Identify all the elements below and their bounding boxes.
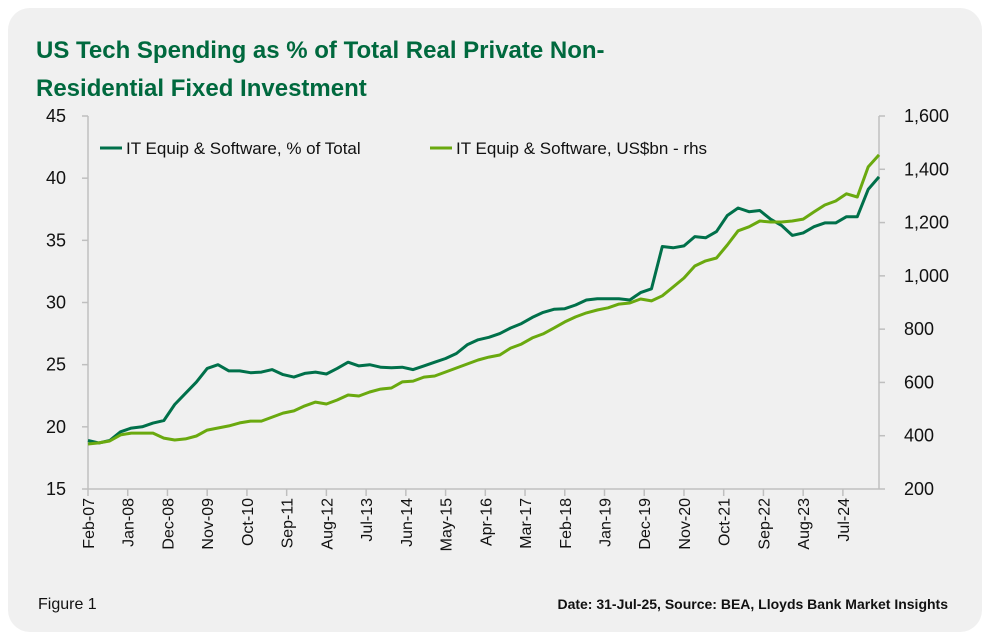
x-tick-label: Apr-16 <box>478 498 495 546</box>
left-y-tick-label: 30 <box>46 293 66 313</box>
x-tick-label: Dec-08 <box>160 498 177 550</box>
x-tick-label: Feb-07 <box>81 498 98 549</box>
x-tick-label: Sep-22 <box>756 498 773 550</box>
x-tick-label: Jul-24 <box>836 498 853 542</box>
right-y-tick-label: 200 <box>904 479 934 499</box>
series-line-pct-of-total <box>87 175 881 445</box>
x-tick-label: Jun-14 <box>399 498 416 547</box>
right-y-tick-label: 800 <box>904 319 934 339</box>
chart-title-line-1: US Tech Spending as % of Total Real Priv… <box>36 37 605 64</box>
legend: IT Equip & Software, % of Total IT Equip… <box>100 139 707 158</box>
x-tick-label: Oct-21 <box>717 498 734 546</box>
right-y-tick-label: 1,200 <box>904 213 949 233</box>
x-tick-label: Nov-20 <box>677 498 694 550</box>
figure-label: Figure 1 <box>38 596 97 613</box>
left-y-tick-label: 35 <box>46 230 66 250</box>
x-tick-label: Jan-08 <box>121 498 138 547</box>
legend-label-usd: IT Equip & Software, US$bn - rhs <box>456 139 707 158</box>
left-y-tick-label: 25 <box>46 355 66 375</box>
x-tick-label: May-15 <box>439 498 456 551</box>
right-y-tick-label: 600 <box>904 372 934 392</box>
x-tick-label: Oct-10 <box>240 498 257 546</box>
left-y-tick-label: 15 <box>46 479 66 499</box>
x-tick-label: Dec-19 <box>637 498 654 550</box>
right-y-tick-label: 400 <box>904 426 934 446</box>
source-note: Date: 31-Jul-25, Source: BEA, Lloyds Ban… <box>557 596 948 612</box>
x-tick-label: Nov-09 <box>200 498 217 550</box>
x-tick-label: Sep-11 <box>280 498 297 549</box>
chart-title-line-2: Residential Fixed Investment <box>36 75 367 102</box>
left-y-tick-label: 20 <box>46 417 66 437</box>
x-tick-label: Jan-19 <box>597 498 614 547</box>
left-y-tick-label: 45 <box>46 106 66 126</box>
x-tick-label: Feb-18 <box>558 498 575 549</box>
right-y-tick-label: 1,600 <box>904 106 949 126</box>
right-y-tick-label: 1,000 <box>904 266 949 286</box>
series-line-usd-bn <box>87 153 881 446</box>
x-tick-label: Aug-12 <box>319 498 336 550</box>
legend-label-pct: IT Equip & Software, % of Total <box>126 139 361 158</box>
left-y-tick-label: 40 <box>46 168 66 188</box>
x-tick-label: Jul-13 <box>359 498 376 542</box>
right-y-tick-label: 1,400 <box>904 159 949 179</box>
x-tick-label: Mar-17 <box>518 498 535 549</box>
x-tick-label: Aug-23 <box>796 498 813 550</box>
chart-card <box>8 8 982 632</box>
